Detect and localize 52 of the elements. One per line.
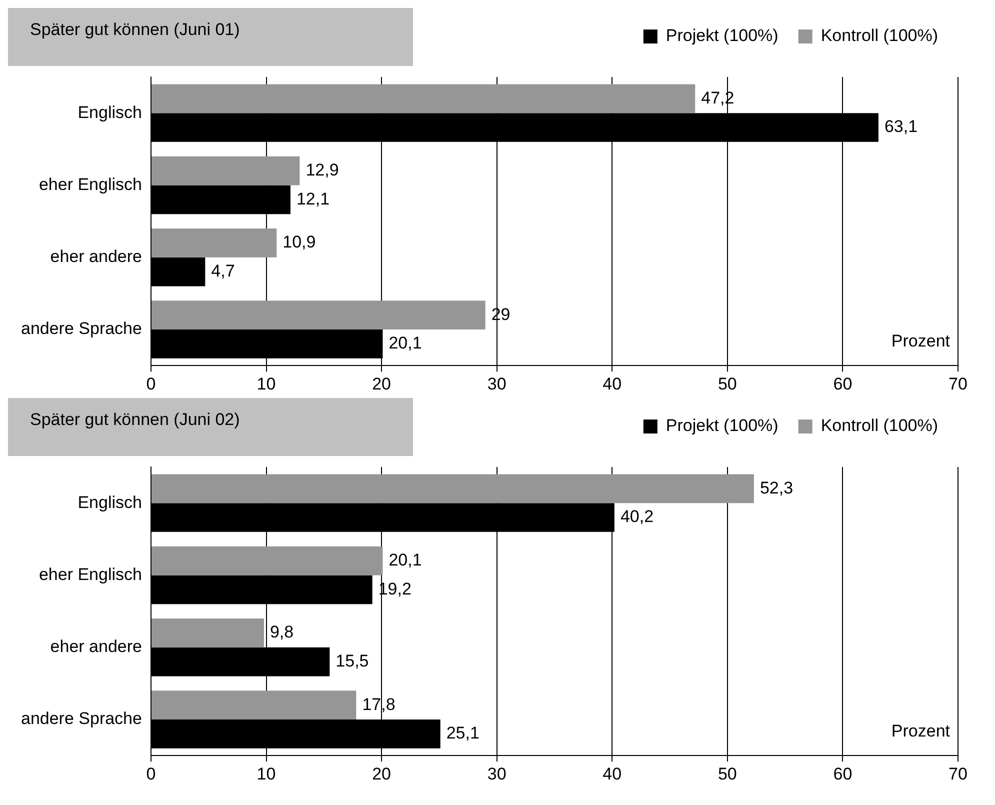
data-label: 40,2 bbox=[620, 507, 654, 526]
bar bbox=[151, 546, 383, 576]
bar bbox=[151, 156, 300, 186]
x-tick-label: 70 bbox=[948, 374, 968, 394]
data-label: 25,1 bbox=[446, 724, 480, 743]
bar bbox=[151, 228, 277, 258]
x-tick-label: 60 bbox=[833, 764, 852, 784]
data-label: 4,7 bbox=[211, 261, 235, 280]
x-tick-label: 20 bbox=[372, 764, 392, 784]
x-axis-title: Prozent bbox=[891, 721, 950, 740]
chart-title: Später gut können (Juni 01) bbox=[30, 20, 240, 40]
data-label: 20,1 bbox=[388, 334, 422, 353]
chart-title: Später gut können (Juni 02) bbox=[30, 410, 240, 430]
x-tick-label: 40 bbox=[602, 764, 622, 784]
y-tick-label: andere Sprache bbox=[20, 709, 142, 728]
legend-label: Projekt (100%) bbox=[666, 26, 778, 46]
bar bbox=[151, 84, 696, 114]
bar bbox=[151, 618, 264, 648]
data-label: 9,8 bbox=[270, 622, 294, 642]
data-label: 12,1 bbox=[296, 189, 330, 208]
x-tick-label: 0 bbox=[146, 374, 156, 394]
legend-label: Kontroll (100%) bbox=[820, 26, 938, 46]
data-label: 63,1 bbox=[884, 117, 918, 136]
y-tick-label: eher andere bbox=[50, 247, 142, 266]
data-label: 52,3 bbox=[760, 478, 794, 498]
x-tick-label: 0 bbox=[146, 764, 156, 784]
data-label: 15,5 bbox=[336, 651, 369, 670]
y-tick-label: eher Englisch bbox=[38, 564, 142, 584]
x-tick-label: 10 bbox=[256, 764, 276, 784]
x-tick-label: 40 bbox=[602, 374, 622, 394]
x-tick-label: 30 bbox=[487, 764, 506, 784]
y-tick-label: andere Sprache bbox=[20, 319, 142, 338]
x-tick-label: 20 bbox=[372, 374, 392, 394]
data-label: 20,1 bbox=[388, 550, 422, 570]
y-tick-label: eher Englisch bbox=[38, 174, 142, 194]
x-tick-label: 30 bbox=[487, 374, 506, 394]
legend-label: Kontroll (100%) bbox=[820, 416, 938, 436]
bar bbox=[151, 690, 356, 720]
data-label: 12,9 bbox=[306, 160, 339, 180]
x-tick-label: 50 bbox=[718, 374, 737, 394]
x-axis-title: Prozent bbox=[891, 331, 950, 350]
bar bbox=[151, 474, 754, 504]
y-tick-label: Englisch bbox=[78, 492, 142, 512]
y-tick-label: Englisch bbox=[78, 102, 142, 122]
bar bbox=[151, 300, 486, 330]
x-tick-label: 60 bbox=[833, 374, 852, 394]
y-tick-label: eher andere bbox=[50, 637, 142, 656]
x-tick-label: 50 bbox=[718, 764, 737, 784]
x-tick-label: 10 bbox=[256, 374, 276, 394]
data-label: 10,9 bbox=[282, 232, 316, 252]
x-tick-label: 70 bbox=[948, 764, 968, 784]
legend-label: Projekt (100%) bbox=[666, 416, 778, 436]
